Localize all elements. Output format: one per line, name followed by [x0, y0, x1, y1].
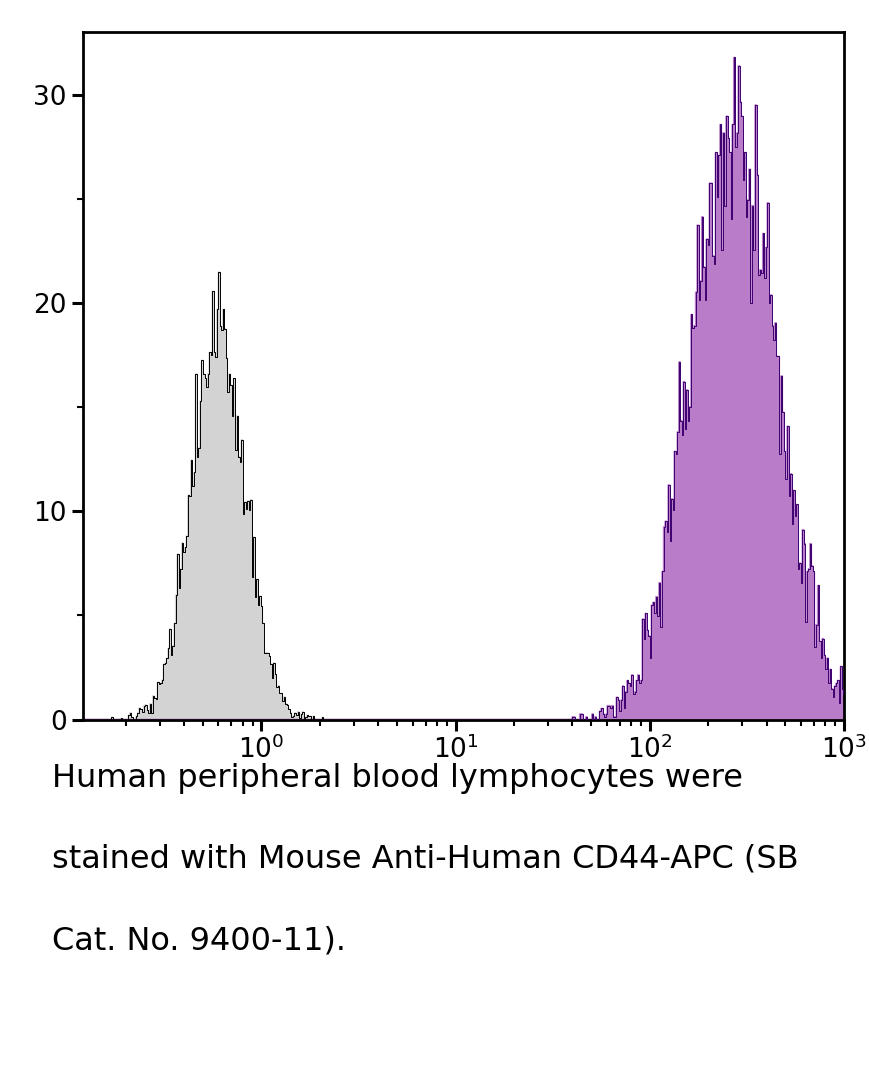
- Text: stained with Mouse Anti-Human CD44-APC (SB: stained with Mouse Anti-Human CD44-APC (…: [52, 844, 798, 875]
- Polygon shape: [67, 272, 847, 720]
- Text: Human peripheral blood lymphocytes were: Human peripheral blood lymphocytes were: [52, 763, 742, 794]
- Text: Cat. No. 9400-11).: Cat. No. 9400-11).: [52, 925, 346, 956]
- Polygon shape: [67, 57, 847, 720]
